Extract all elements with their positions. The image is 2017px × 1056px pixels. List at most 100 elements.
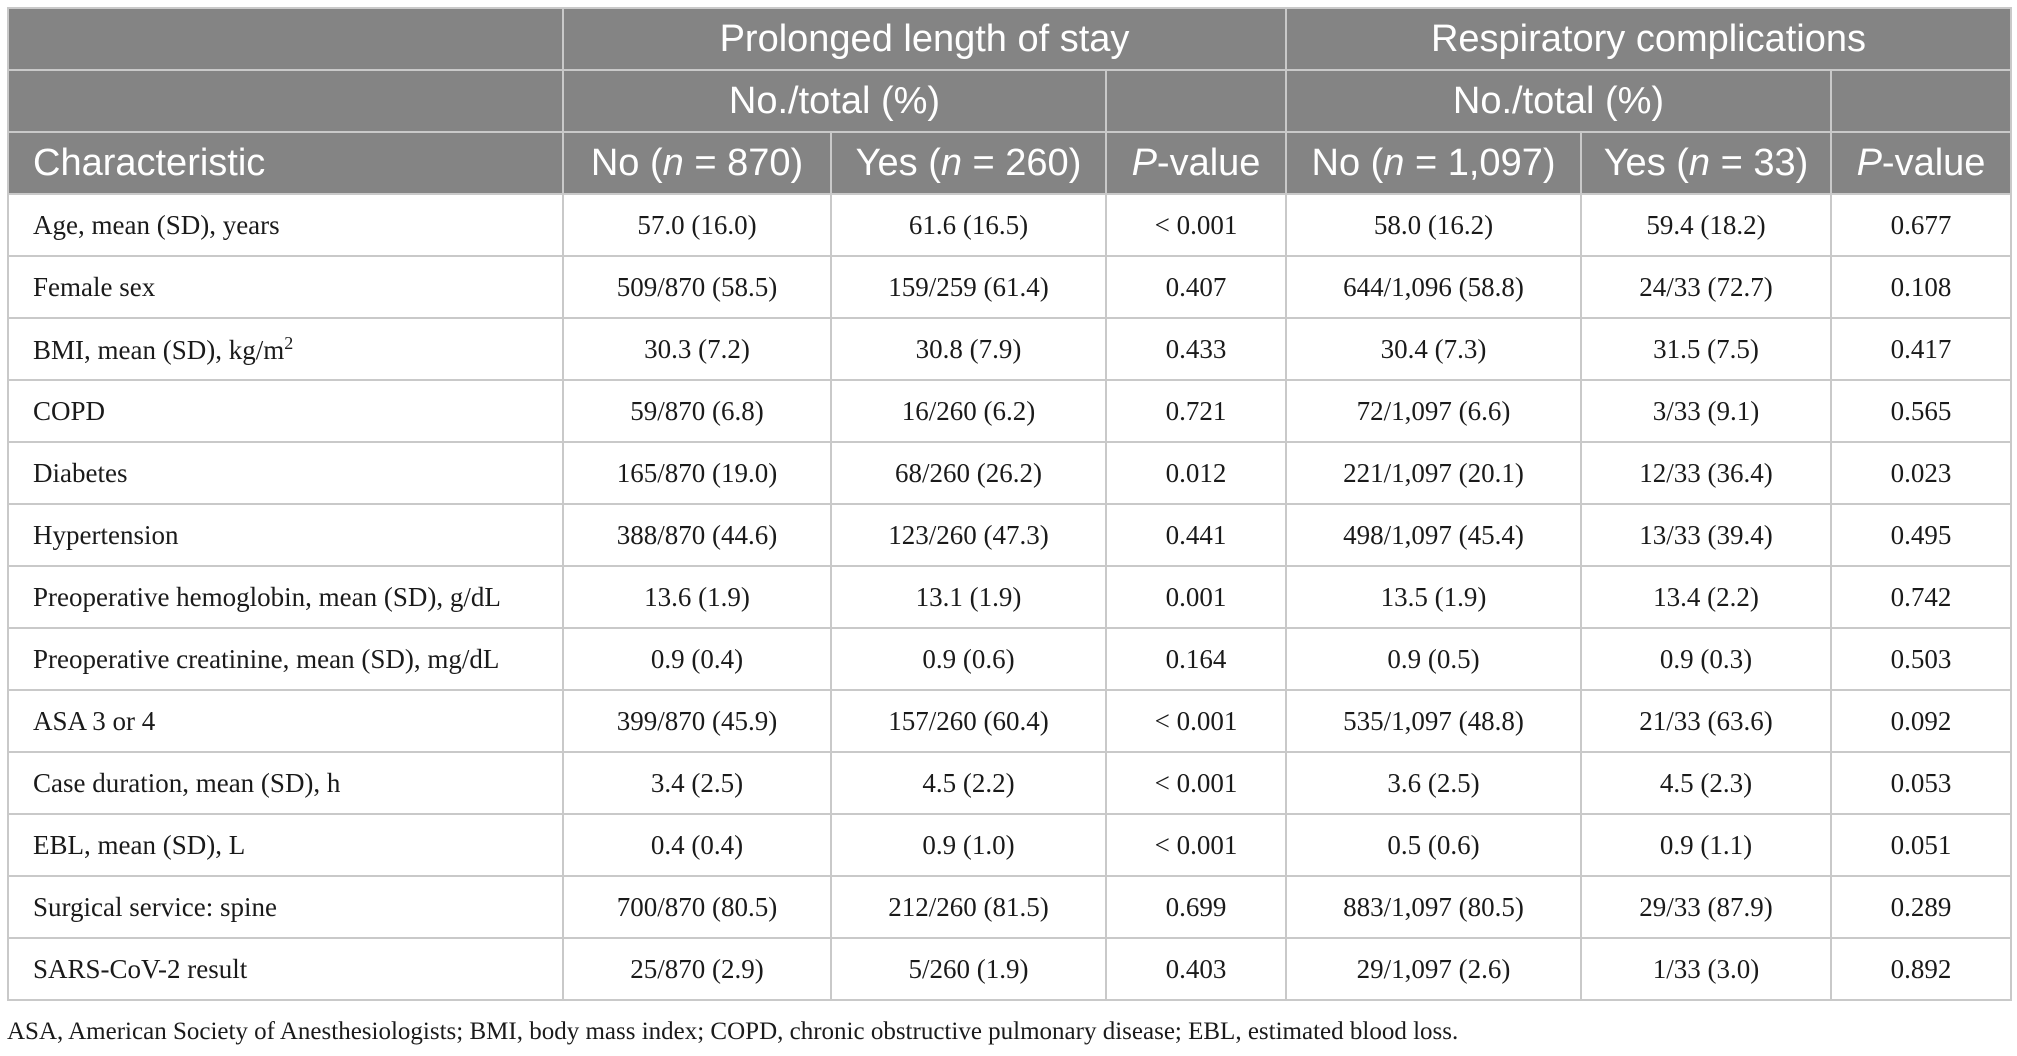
- table-cell: 25/870 (2.9): [562, 937, 832, 1001]
- row-label-text: Hypertension: [33, 519, 179, 550]
- table-cell: 159/259 (61.4): [830, 255, 1107, 319]
- subheader-no-total-2: No./total (%): [1285, 69, 1832, 133]
- table-cell: 700/870 (80.5): [562, 875, 832, 939]
- table-body: Age, mean (SD), years 57.0 (16.0) 61.6 (16…: [7, 193, 2012, 1001]
- row-label: Preoperative creatinine, mean (SD), mg/d…: [7, 627, 564, 691]
- row-label: Female sex: [7, 255, 564, 319]
- row-label-text: Case duration, mean (SD), h: [33, 767, 341, 798]
- table-cell: 0.742: [1830, 565, 2012, 629]
- row-label-text: Preoperative hemoglobin, mean (SD), g/dL: [33, 581, 501, 612]
- table-cell: 0.5 (0.6): [1285, 813, 1582, 877]
- row-label-text: Diabetes: [33, 457, 128, 488]
- row-label: Diabetes: [7, 441, 564, 505]
- header-row-groups: Prolonged length of stay Respiratory com…: [7, 7, 2012, 71]
- table-row: Surgical service: spine 700/870 (80.5) 212…: [7, 875, 2012, 939]
- group-header-respiratory-complications: Respiratory complications: [1285, 7, 2012, 71]
- table-cell: 3.4 (2.5): [562, 751, 832, 815]
- table-row: Female sex 509/870 (58.5) 159/259 (61.4) 0.…: [7, 255, 2012, 319]
- table-cell: 72/1,097 (6.6): [1285, 379, 1582, 443]
- column-header-no-resp: No (n = 1,097): [1285, 131, 1582, 195]
- header-row-subgroups: No./total (%) No./total (%): [7, 69, 2012, 133]
- table-cell: 388/870 (44.6): [562, 503, 832, 567]
- table-cell: 16/260 (6.2): [830, 379, 1107, 443]
- row-label: ASA 3 or 4: [7, 689, 564, 753]
- row-label-text: COPD: [33, 395, 106, 426]
- table-cell: 30.3 (7.2): [562, 317, 832, 381]
- table-cell: 3/33 (9.1): [1580, 379, 1832, 443]
- row-label-superscript: 2: [284, 332, 294, 353]
- header-blank-cell: [1105, 69, 1287, 133]
- table-row: Preoperative hemoglobin, mean (SD), g/dL…: [7, 565, 2012, 629]
- table-cell: 0.164: [1105, 627, 1287, 691]
- table-cell: 31.5 (7.5): [1580, 317, 1832, 381]
- table-cell: 0.503: [1830, 627, 2012, 691]
- row-label: Preoperative hemoglobin, mean (SD), g/dL: [7, 565, 564, 629]
- table-row: ASA 3 or 4 399/870 (45.9) 157/260 (60.4) < …: [7, 689, 2012, 753]
- table-cell: 0.9 (0.3): [1580, 627, 1832, 691]
- table-cell: 498/1,097 (45.4): [1285, 503, 1582, 567]
- table-cell: 13.6 (1.9): [562, 565, 832, 629]
- table-cell: 0.108: [1830, 255, 2012, 319]
- table-cell: 0.9 (0.4): [562, 627, 832, 691]
- column-header-yes-resp: Yes (n = 33): [1580, 131, 1832, 195]
- table-cell: 4.5 (2.3): [1580, 751, 1832, 815]
- table-cell: 30.4 (7.3): [1285, 317, 1582, 381]
- table-cell: 0.001: [1105, 565, 1287, 629]
- column-header-no-stay: No (n = 870): [562, 131, 832, 195]
- table-row: Age, mean (SD), years 57.0 (16.0) 61.6 (16…: [7, 193, 2012, 257]
- table-cell: 29/1,097 (2.6): [1285, 937, 1582, 1001]
- table-cell: 3.6 (2.5): [1285, 751, 1582, 815]
- table-row: SARS-CoV-2 result 25/870 (2.9) 5/260 (1.9)…: [7, 937, 2012, 1001]
- table-cell: 1/33 (3.0): [1580, 937, 1832, 1001]
- table-footnote: ASA, American Society of Anesthesiologis…: [7, 1018, 1459, 1045]
- row-label: BMI, mean (SD), kg/m2: [7, 317, 564, 381]
- table-cell: 24/33 (72.7): [1580, 255, 1832, 319]
- row-label: COPD: [7, 379, 564, 443]
- row-label-text: EBL, mean (SD), L: [33, 829, 246, 860]
- table-cell: 0.441: [1105, 503, 1287, 567]
- table-cell: 4.5 (2.2): [830, 751, 1107, 815]
- column-header-yes-stay: Yes (n = 260): [830, 131, 1107, 195]
- table-row: EBL, mean (SD), L 0.4 (0.4) 0.9 (1.0) < 0.0…: [7, 813, 2012, 877]
- table-cell: 59.4 (18.2): [1580, 193, 1832, 257]
- table-cell: 0.051: [1830, 813, 2012, 877]
- table-cell: 68/260 (26.2): [830, 441, 1107, 505]
- table-cell: 0.053: [1830, 751, 2012, 815]
- table-cell: 0.892: [1830, 937, 2012, 1001]
- row-label-text: SARS-CoV-2 result: [33, 953, 248, 984]
- row-label: SARS-CoV-2 result: [7, 937, 564, 1001]
- column-header-p-value-stay: P-value: [1105, 131, 1287, 195]
- table-cell: 21/33 (63.6): [1580, 689, 1832, 753]
- table-cell: 0.403: [1105, 937, 1287, 1001]
- table-cell: 13.1 (1.9): [830, 565, 1107, 629]
- table-cell: < 0.001: [1105, 193, 1287, 257]
- table-cell: 123/260 (47.3): [830, 503, 1107, 567]
- table-cell: 0.407: [1105, 255, 1287, 319]
- row-label-text: Age, mean (SD), years: [33, 209, 280, 240]
- table-cell: 13.5 (1.9): [1285, 565, 1582, 629]
- header-blank-cell: [7, 69, 564, 133]
- table-cell: 0.721: [1105, 379, 1287, 443]
- table-cell: 0.417: [1830, 317, 2012, 381]
- table-cell: 0.092: [1830, 689, 2012, 753]
- table-cell: 0.9 (0.6): [830, 627, 1107, 691]
- table-cell: 0.9 (1.1): [1580, 813, 1832, 877]
- table-cell: 0.4 (0.4): [562, 813, 832, 877]
- column-header-characteristic: Characteristic: [7, 131, 564, 195]
- header-blank-cell: [1830, 69, 2012, 133]
- table-cell: 30.8 (7.9): [830, 317, 1107, 381]
- table-cell: 0.677: [1830, 193, 2012, 257]
- row-label: Age, mean (SD), years: [7, 193, 564, 257]
- group-header-prolonged-stay: Prolonged length of stay: [562, 7, 1287, 71]
- table-cell: 61.6 (16.5): [830, 193, 1107, 257]
- table-cell: < 0.001: [1105, 689, 1287, 753]
- table-cell: 399/870 (45.9): [562, 689, 832, 753]
- table-cell: 0.565: [1830, 379, 2012, 443]
- table-cell: 0.495: [1830, 503, 2012, 567]
- table-cell: 58.0 (16.2): [1285, 193, 1582, 257]
- table-row: COPD 59/870 (6.8) 16/260 (6.2) 0.721 72/1,09…: [7, 379, 2012, 443]
- table-row: BMI, mean (SD), kg/m2 30.3 (7.2) 30.8 (7.9…: [7, 317, 2012, 381]
- column-header-p-value-resp: P-value: [1830, 131, 2012, 195]
- table-cell: 883/1,097 (80.5): [1285, 875, 1582, 939]
- table-cell: < 0.001: [1105, 751, 1287, 815]
